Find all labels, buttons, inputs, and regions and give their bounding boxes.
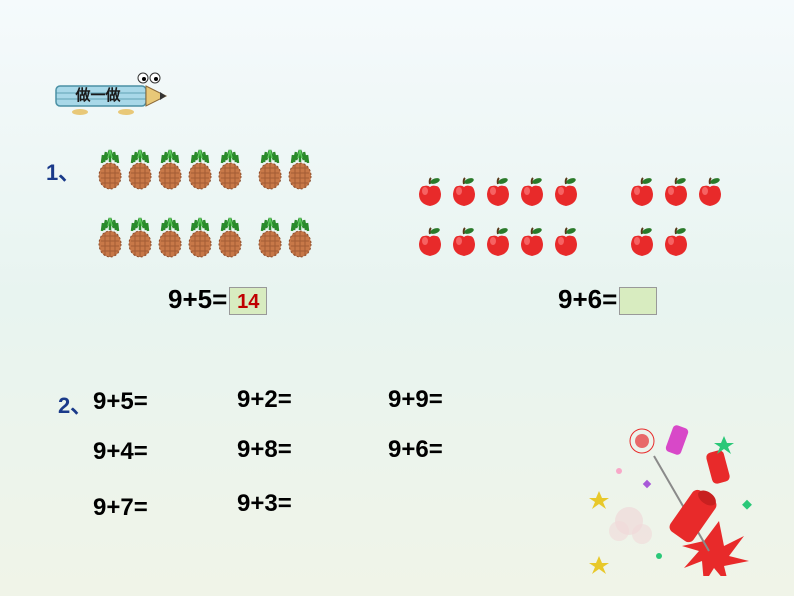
pineapple-icon: [96, 216, 124, 258]
firecracker-decoration: [564, 396, 764, 576]
apple-group: [414, 226, 582, 258]
pineapple-icon: [256, 216, 284, 258]
apple-icon: [550, 226, 582, 258]
pineapple-icon: [256, 148, 284, 190]
practice-eq: 9+3=: [237, 490, 292, 518]
practice-eq: 9+5=: [93, 388, 148, 416]
practice-eq: 9+4=: [93, 438, 148, 466]
apple-icon: [660, 176, 692, 208]
pineapple-icon: [286, 148, 314, 190]
apple-icon: [694, 176, 726, 208]
equation-9plus6: 9+6=: [558, 284, 657, 315]
pineapple-group: [96, 148, 244, 190]
practice-eq: 9+7=: [93, 494, 148, 522]
practice-eq: 9+8=: [237, 436, 292, 464]
apple-icon: [482, 176, 514, 208]
equation-9plus5: 9+5=14: [168, 284, 267, 315]
pineapple-icon: [216, 148, 244, 190]
pineapple-icon: [216, 216, 244, 258]
apple-icon: [482, 226, 514, 258]
answer-box-empty: [619, 287, 657, 315]
apple-icon: [448, 176, 480, 208]
answer-box-14: 14: [229, 287, 267, 315]
pineapple-group: [256, 148, 314, 190]
practice-eq: 9+6=: [388, 436, 443, 464]
apple-icon: [626, 176, 658, 208]
equation-text: 9+6=: [558, 284, 617, 314]
apple-group: [626, 176, 726, 208]
practice-eq: 9+2=: [237, 386, 292, 414]
practice-eq: 9+9=: [388, 386, 443, 414]
apple-icon: [660, 226, 692, 258]
equation-text: 9+5=: [168, 284, 227, 314]
apple-icon: [550, 176, 582, 208]
firecracker-icon: [564, 396, 764, 576]
apple-icon: [414, 176, 446, 208]
section-1-number: 1、: [46, 155, 80, 187]
apple-group: [414, 176, 582, 208]
pineapple-icon: [156, 148, 184, 190]
pineapple-icon: [96, 148, 124, 190]
apple-icon: [626, 226, 658, 258]
pineapple-icon: [126, 148, 154, 190]
pineapple-icon: [126, 216, 154, 258]
apple-icon: [516, 226, 548, 258]
apple-icon: [516, 176, 548, 208]
pineapple-group: [96, 216, 244, 258]
pineapple-icon: [186, 216, 214, 258]
pineapple-group: [256, 216, 314, 258]
apple-icon: [414, 226, 446, 258]
pencil-label: 做一做: [48, 66, 178, 116]
apple-group: [626, 226, 692, 258]
pineapple-icon: [186, 148, 214, 190]
pineapple-icon: [286, 216, 314, 258]
apple-icon: [448, 226, 480, 258]
section-2-number: 2、: [58, 388, 92, 420]
pencil-icon: 做一做: [48, 66, 178, 116]
svg-text:做一做: 做一做: [74, 86, 121, 104]
pineapple-icon: [156, 216, 184, 258]
